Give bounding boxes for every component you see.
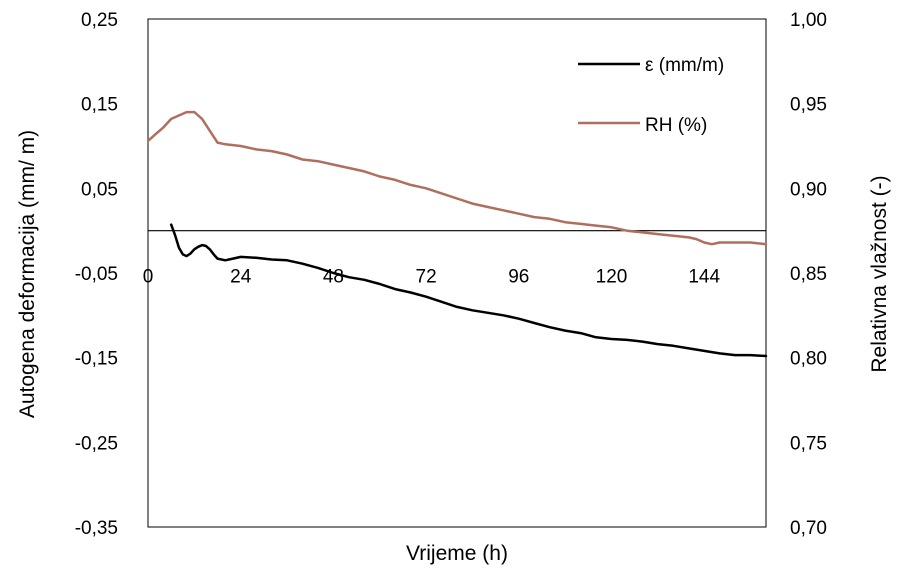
x-tick-label: 96 bbox=[508, 267, 529, 288]
y-right-tick-label: 0,95 bbox=[790, 95, 827, 116]
y-right-tick-label: 0,75 bbox=[790, 433, 827, 454]
y-left-tick-label: -0,25 bbox=[75, 433, 118, 454]
y-right-tick-label: 0,80 bbox=[790, 349, 827, 370]
y-right-tick-label: 1,00 bbox=[790, 10, 827, 31]
legend-label-rh: RH (%) bbox=[645, 115, 707, 136]
y-axis-label-left: Autogena deformacija (mm/ m) bbox=[16, 130, 39, 418]
y-right-tick-label: 0,85 bbox=[790, 264, 827, 285]
x-tick-label: 72 bbox=[416, 267, 437, 288]
x-axis-label: Vrijeme (h) bbox=[406, 542, 508, 565]
x-tick-label: 0 bbox=[143, 267, 154, 288]
y-left-tick-label: 0,05 bbox=[81, 179, 118, 200]
y-right-tick-label: 0,90 bbox=[790, 179, 827, 200]
x-tick-label: 120 bbox=[596, 267, 628, 288]
x-tick-label: 48 bbox=[323, 267, 344, 288]
y-left-tick-label: 0,15 bbox=[81, 95, 118, 116]
y-axis-label-right: Relativna vlažnost (-) bbox=[868, 175, 891, 372]
y-left-tick-label: -0,15 bbox=[75, 349, 118, 370]
x-tick-label: 144 bbox=[688, 267, 720, 288]
y-left-tick-label: -0,05 bbox=[75, 264, 118, 285]
legend-label-strain: ε (mm/m) bbox=[645, 55, 724, 76]
legend: ε (mm/m) RH (%) bbox=[578, 55, 724, 136]
series-line-1 bbox=[146, 110, 768, 246]
plot-area bbox=[147, 18, 767, 528]
y-left-tick-label: 0,25 bbox=[81, 10, 118, 31]
x-tick-label: 24 bbox=[230, 267, 252, 288]
series-line-0 bbox=[169, 223, 768, 358]
y-left-tick-label: -0,35 bbox=[75, 518, 118, 539]
y-right-tick-label: 0,70 bbox=[790, 518, 827, 539]
